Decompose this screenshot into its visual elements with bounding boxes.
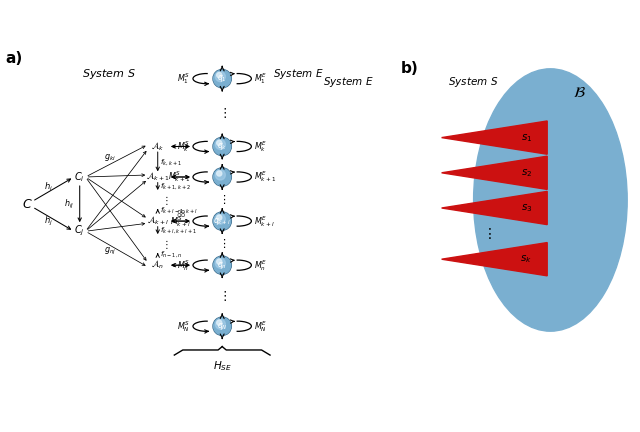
Polygon shape <box>442 191 547 225</box>
Text: $\vdots$: $\vdots$ <box>218 237 227 250</box>
Text: a): a) <box>5 51 22 67</box>
Text: $M^S_k$: $M^S_k$ <box>177 139 190 154</box>
Text: $q_{k+l}$: $q_{k+l}$ <box>213 216 231 227</box>
Text: $M^E_N$: $M^E_N$ <box>254 319 268 334</box>
Circle shape <box>215 72 225 82</box>
Text: $M^E_{k+1}$: $M^E_{k+1}$ <box>254 169 276 184</box>
Circle shape <box>215 319 225 329</box>
Circle shape <box>215 170 225 180</box>
Text: $\mathcal{A}_{k+1}$: $\mathcal{A}_{k+1}$ <box>146 171 170 183</box>
Text: $f_{k,k+1}$: $f_{k,k+1}$ <box>161 157 182 167</box>
Text: $M^S_{k+1}$: $M^S_{k+1}$ <box>168 169 190 184</box>
Circle shape <box>215 140 225 149</box>
Text: $\mathit{System\ S}$: $\mathit{System\ S}$ <box>449 75 499 89</box>
Text: $C_i$: $C_i$ <box>74 170 85 184</box>
Text: $\vdots$: $\vdots$ <box>161 238 168 251</box>
Circle shape <box>215 214 225 224</box>
Text: $q_n$: $q_n$ <box>217 260 227 271</box>
Polygon shape <box>442 242 547 276</box>
Text: $\mathit{System\ S}$: $\mathit{System\ S}$ <box>82 67 136 81</box>
Text: $M^S_N$: $M^S_N$ <box>177 319 190 334</box>
Circle shape <box>217 320 222 325</box>
Text: $s_2$: $s_2$ <box>521 167 532 179</box>
Text: $C$: $C$ <box>22 197 33 211</box>
Ellipse shape <box>474 69 627 331</box>
Text: $q_N$: $q_N$ <box>217 321 228 332</box>
Text: $M^E_{k+l}$: $M^E_{k+l}$ <box>254 214 275 229</box>
Text: $\mathit{System\ E}$: $\mathit{System\ E}$ <box>323 75 374 89</box>
Text: $C_j$: $C_j$ <box>74 224 85 238</box>
Text: $M^S_n$: $M^S_n$ <box>177 258 190 273</box>
Text: b): b) <box>401 61 419 76</box>
Circle shape <box>214 213 230 229</box>
Text: $M^S_1$: $M^S_1$ <box>177 71 190 86</box>
Circle shape <box>213 317 231 335</box>
Circle shape <box>217 215 222 220</box>
Text: $s_1$: $s_1$ <box>521 132 532 143</box>
Text: $\mathcal{A}_{k+l}$: $\mathcal{A}_{k+l}$ <box>147 215 169 227</box>
Circle shape <box>213 256 231 274</box>
Text: $\mathcal{B}$: $\mathcal{B}$ <box>573 85 586 100</box>
Text: $h_j$: $h_j$ <box>44 215 52 228</box>
Circle shape <box>214 168 230 185</box>
Text: $g_{nj}$: $g_{nj}$ <box>104 246 116 257</box>
Text: $f_{n-1,n}$: $f_{n-1,n}$ <box>161 249 183 259</box>
Circle shape <box>217 171 222 176</box>
Circle shape <box>217 259 222 264</box>
Text: $\vdots$: $\vdots$ <box>481 226 492 241</box>
Polygon shape <box>442 121 547 154</box>
Circle shape <box>213 137 231 156</box>
Text: $\mathcal{A}_n$: $\mathcal{A}_n$ <box>151 259 164 271</box>
Circle shape <box>214 70 230 87</box>
Circle shape <box>213 70 231 88</box>
Text: $\vdots$: $\vdots$ <box>218 193 227 206</box>
Text: $M^E_k$: $M^E_k$ <box>254 139 268 154</box>
Text: $g_{ki}$: $g_{ki}$ <box>104 152 116 163</box>
Text: $\vdots$: $\vdots$ <box>218 289 227 303</box>
Text: $\vdots$: $\vdots$ <box>161 194 168 207</box>
Text: $h_{ij}$: $h_{ij}$ <box>65 197 75 211</box>
Text: $h_i$: $h_i$ <box>44 181 52 194</box>
Circle shape <box>215 258 225 268</box>
Circle shape <box>214 257 230 274</box>
Text: $\mathit{System\ E}$: $\mathit{System\ E}$ <box>273 67 324 81</box>
Text: $f_{k+l,k+l+1}$: $f_{k+l,k+l+1}$ <box>161 226 198 235</box>
Text: $\mathcal{A}_k$: $\mathcal{A}_k$ <box>151 140 164 153</box>
Polygon shape <box>442 156 547 190</box>
Text: $M^E_1$: $M^E_1$ <box>254 71 268 86</box>
Text: $q_k$: $q_k$ <box>217 141 227 152</box>
Circle shape <box>217 140 222 146</box>
Text: $f_{k+1,k+2}$: $f_{k+1,k+2}$ <box>161 181 192 191</box>
Text: $s_k$: $s_k$ <box>520 253 532 265</box>
Text: 88: 88 <box>177 210 186 219</box>
Text: $M^S_{k+l}$: $M^S_{k+l}$ <box>170 214 190 229</box>
Circle shape <box>214 318 230 335</box>
Circle shape <box>213 212 231 230</box>
Circle shape <box>213 168 231 186</box>
Text: $f_{k+l-1,k+l}$: $f_{k+l-1,k+l}$ <box>161 205 198 215</box>
Text: $q_1$: $q_1$ <box>218 73 227 84</box>
Text: $H_{SE}$: $H_{SE}$ <box>212 359 232 373</box>
Circle shape <box>214 138 230 155</box>
Circle shape <box>217 73 222 78</box>
Text: $s_3$: $s_3$ <box>521 202 532 214</box>
Text: $\vdots$: $\vdots$ <box>218 105 227 120</box>
Text: $M^E_n$: $M^E_n$ <box>254 258 268 273</box>
